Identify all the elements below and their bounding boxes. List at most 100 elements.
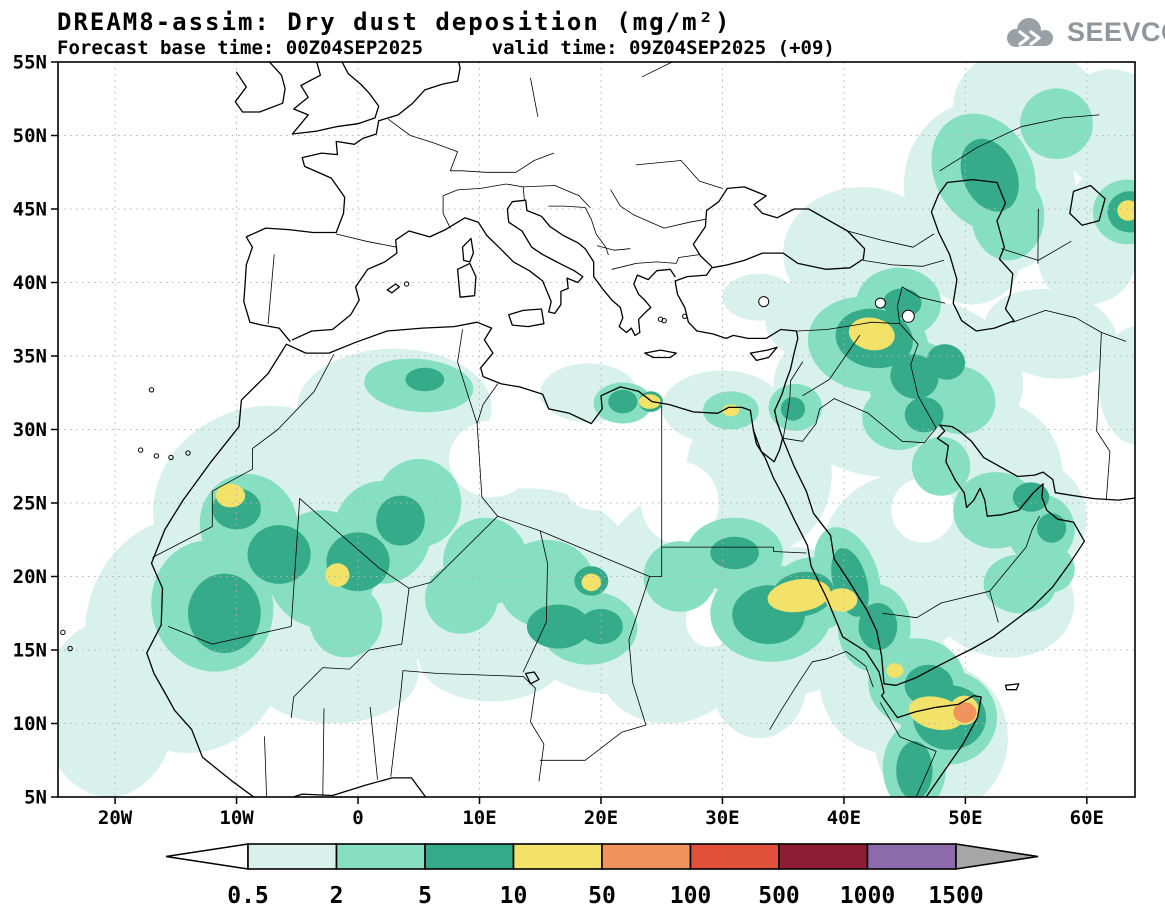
island-dot — [153, 453, 160, 459]
dust-hole — [641, 461, 719, 545]
colorbar-tick-label: 1000 — [840, 883, 895, 907]
border-path — [522, 530, 548, 673]
border-path — [476, 423, 499, 517]
coastline-path — [146, 321, 752, 797]
island-dot — [60, 629, 66, 636]
lat-tick-label: 40N — [13, 272, 47, 294]
dust-blob-level3 — [376, 495, 425, 546]
coastline-path — [939, 424, 1135, 501]
border-path — [769, 651, 874, 730]
border-path — [833, 398, 937, 444]
border-path — [442, 183, 525, 229]
coastline-path — [930, 178, 1015, 332]
dust-blob-level1 — [58, 620, 176, 797]
lat-tick-label: 15N — [13, 640, 47, 662]
border-path — [862, 260, 944, 267]
dust-blob-level3 — [188, 573, 261, 653]
island-dot — [185, 450, 191, 456]
border-path — [522, 185, 591, 208]
dust-blob-level3 — [858, 603, 898, 650]
border-path — [610, 189, 635, 216]
border-path — [989, 590, 999, 623]
border-path — [548, 205, 609, 255]
lat-tick-label: 35N — [13, 346, 47, 368]
coastline-path — [291, 62, 380, 135]
border-path — [1012, 310, 1111, 501]
colorbar-tick-label: 500 — [758, 883, 800, 907]
dust-blob-level1 — [722, 273, 796, 321]
lat-tick-label: 25N — [13, 493, 47, 515]
coastline-path — [508, 308, 545, 328]
dust-blob-level2 — [309, 583, 383, 658]
dust-blob-level3 — [896, 741, 933, 797]
lake-outline — [901, 309, 915, 323]
dust-blob-level4 — [325, 563, 350, 587]
island-dot — [403, 281, 410, 287]
colorbar-right-arrow — [955, 843, 1039, 870]
coastline-path — [1069, 184, 1106, 226]
colorbar-tick-label: 100 — [670, 883, 712, 907]
border-path — [899, 323, 937, 429]
dust-blob-level4 — [825, 588, 858, 612]
lat-tick-label: 5N — [24, 787, 47, 809]
border-path — [400, 670, 524, 696]
border-path — [790, 361, 803, 382]
colorbar-tick-label: 2 — [330, 883, 344, 907]
lon-tick-label: 30E — [705, 807, 739, 829]
dust-blob-level4 — [215, 483, 246, 508]
border-path — [635, 160, 723, 189]
lat-tick-label: 20N — [13, 566, 47, 588]
colorbar-tick-label: 10 — [500, 883, 528, 907]
border-path — [628, 576, 650, 726]
colorbar-tick-label: 50 — [588, 883, 616, 907]
dust-blob-level4 — [908, 696, 964, 731]
dust-blob-level3 — [247, 525, 311, 584]
lon-tick-label: 10W — [219, 807, 254, 829]
border-path — [633, 214, 706, 229]
coastline-path — [1004, 683, 1020, 691]
border-path — [939, 114, 1100, 172]
lake-outline — [874, 297, 886, 309]
colorbar-segment — [335, 843, 426, 870]
lat-tick-label: 45N — [13, 199, 47, 221]
colorbar-segment — [866, 843, 957, 870]
border-path — [497, 515, 807, 577]
lon-tick-label: 10E — [462, 807, 496, 829]
coastline-path — [674, 186, 866, 463]
border-path — [335, 233, 398, 248]
border-path — [290, 587, 410, 718]
island-dot — [137, 447, 144, 453]
coastline-path — [243, 62, 461, 342]
island-dot — [682, 313, 688, 320]
lon-tick-label: 0 — [352, 807, 363, 829]
dust-blob-level2 — [1020, 88, 1093, 159]
lon-tick-label: 20E — [584, 807, 618, 829]
seevccc-wordmark: SEEVCCC — [1067, 16, 1165, 47]
colorbar: 0.5 2 5 10 50 100 500 1000 1500 — [165, 843, 1039, 907]
border-path — [641, 62, 674, 78]
lat-tick-label: 50N — [13, 125, 47, 147]
border-path — [782, 380, 791, 439]
dust-blob-level4 — [848, 317, 895, 351]
dust-blob-level3 — [882, 288, 922, 318]
border-path — [802, 335, 861, 397]
lat-tick-label: 30N — [13, 419, 47, 441]
geography-layer — [60, 62, 1135, 797]
dust-blob-level4 — [581, 573, 601, 592]
dust-blob-level3 — [526, 604, 591, 649]
border-path — [897, 286, 946, 325]
dust-blob-level3 — [710, 536, 759, 570]
border-path — [530, 77, 539, 117]
colorbar-tick-label: 1500 — [928, 883, 983, 907]
island-dot — [67, 645, 73, 652]
lon-tick-label: 20W — [98, 807, 133, 829]
border-path — [168, 498, 301, 645]
colorbar-tick-label: 5 — [418, 883, 432, 907]
border-path — [522, 676, 545, 782]
lat-tick-label: 55N — [13, 52, 47, 74]
coastline-path — [386, 283, 400, 294]
dust-blob-level4 — [638, 394, 661, 409]
dust-blob-level4 — [767, 578, 831, 613]
